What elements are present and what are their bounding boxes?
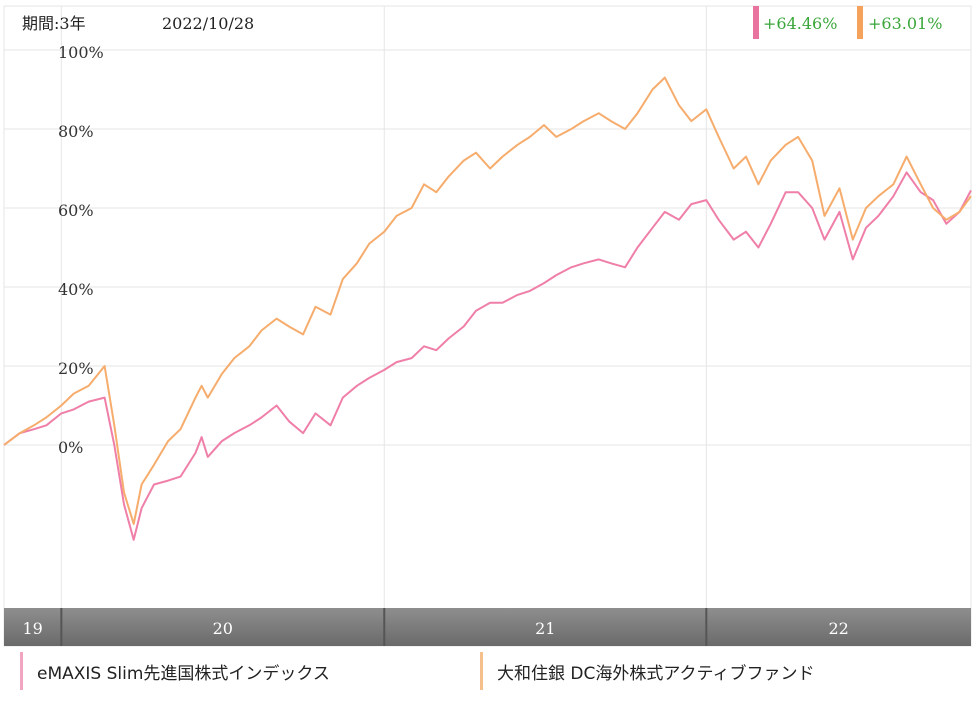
legend-label-2: 大和住銀 DC海外株式アクティブファンド [497, 663, 815, 684]
legend-item-1: eMAXIS Slim先進国株式インデックス [20, 652, 330, 690]
date-label: 2022/10/28 [162, 14, 254, 33]
x-tick-label: 19 [22, 619, 42, 638]
return-swatch-2 [857, 6, 863, 39]
legend-swatch-1 [20, 652, 23, 690]
return-swatch-1 [753, 6, 759, 39]
return-value-1: +64.46% [763, 14, 837, 33]
y-tick-label: 40% [58, 280, 94, 299]
y-tick-label: 80% [58, 122, 94, 141]
y-tick-label: 20% [58, 359, 94, 378]
vertical-gridlines [60, 6, 707, 608]
y-tick-label: 60% [58, 201, 94, 220]
x-tick-label: 22 [828, 619, 848, 638]
y-tick-label: 100% [58, 43, 104, 62]
x-tick-label: 21 [535, 619, 555, 638]
legend-swatch-2 [480, 652, 483, 690]
plot-border [3, 5, 972, 647]
x-tick-label: 20 [213, 619, 233, 638]
series-line-1 [3, 171, 972, 541]
period-label: 期間:3年 [22, 14, 86, 33]
x-axis-band [4, 608, 971, 646]
series-line-2 [3, 76, 972, 525]
series-lines [3, 76, 972, 541]
legend-item-2: 大和住銀 DC海外株式アクティブファンド [480, 652, 815, 690]
return-value-2: +63.01% [868, 14, 942, 33]
y-tick-label: 0% [58, 438, 83, 457]
x-axis-ticks: 19 20 21 22 [22, 608, 849, 646]
y-axis-ticks: 100% 80% 60% 40% 20% 0% [58, 43, 104, 457]
horizontal-gridlines [4, 49, 971, 446]
legend-label-1: eMAXIS Slim先進国株式インデックス [37, 663, 330, 684]
